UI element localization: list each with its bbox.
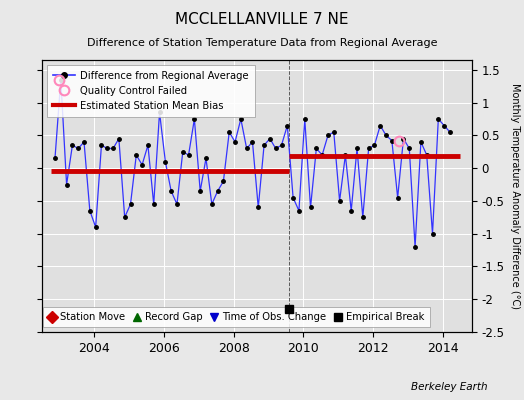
Text: Difference of Station Temperature Data from Regional Average: Difference of Station Temperature Data f… xyxy=(87,38,437,48)
Y-axis label: Monthly Temperature Anomaly Difference (°C): Monthly Temperature Anomaly Difference (… xyxy=(510,83,520,309)
Text: Berkeley Earth: Berkeley Earth xyxy=(411,382,487,392)
Text: MCCLELLANVILLE 7 NE: MCCLELLANVILLE 7 NE xyxy=(175,12,349,27)
Legend: Station Move, Record Gap, Time of Obs. Change, Empirical Break: Station Move, Record Gap, Time of Obs. C… xyxy=(42,307,430,327)
